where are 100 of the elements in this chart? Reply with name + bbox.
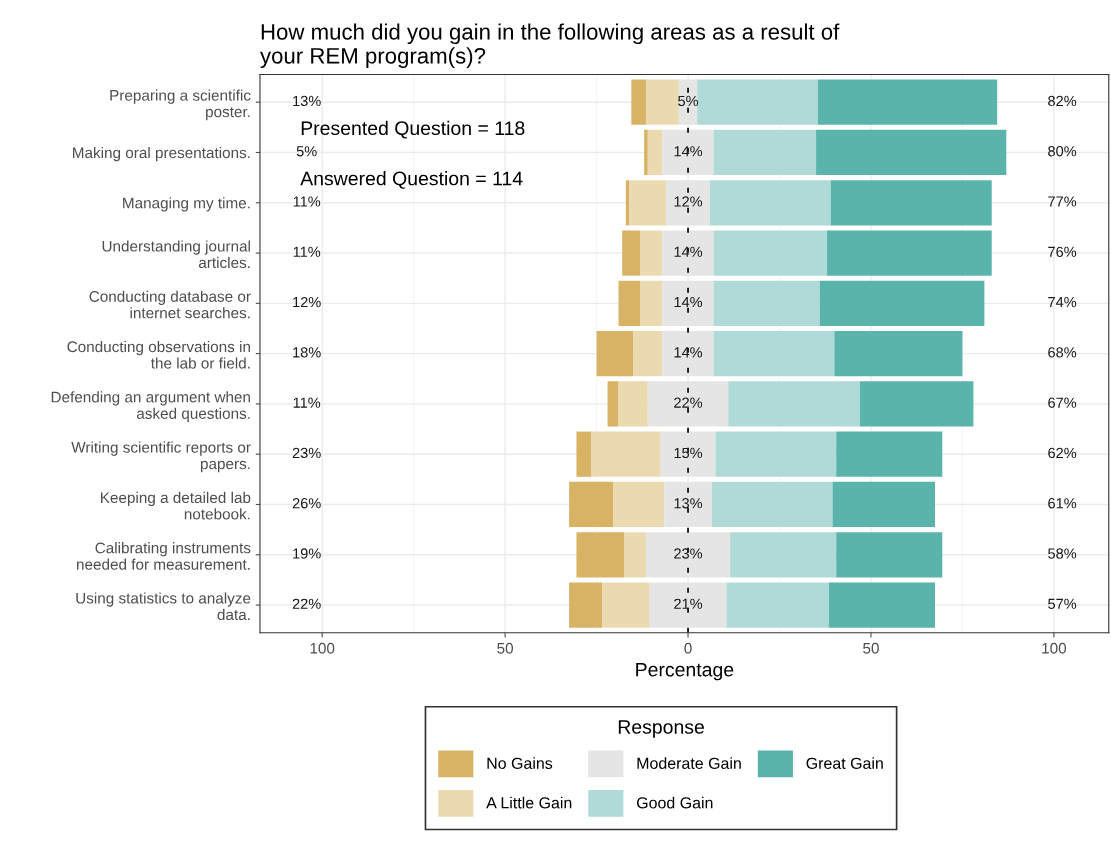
annotation: 26% <box>292 498 321 509</box>
x-tick-label: 0 <box>684 642 692 654</box>
y-tick-label: Preparing a scientific poster. <box>110 89 251 121</box>
data-label: 14% <box>674 296 703 308</box>
y-tick-label: Writing scientific reports or papers. <box>71 441 251 473</box>
bar <box>607 381 619 427</box>
data-label: 5% <box>678 95 699 107</box>
bar <box>569 582 603 628</box>
x-axis-title: Percentage <box>636 662 734 681</box>
bar <box>569 481 614 528</box>
bar <box>596 330 634 377</box>
legend-label: No Gains <box>487 757 553 769</box>
annotation: 11% <box>293 397 321 408</box>
bar <box>618 381 648 427</box>
annotation: 74% <box>1048 296 1077 308</box>
bar <box>730 532 837 578</box>
annotation: 12% <box>293 296 321 308</box>
bar <box>726 582 829 628</box>
bar <box>591 431 661 477</box>
bar <box>613 481 665 528</box>
x-tick-label: 100 <box>1042 642 1067 654</box>
bar <box>819 280 985 326</box>
annotation: 11% <box>293 196 321 207</box>
legend-title: Response <box>618 720 704 738</box>
data-label: 23% <box>674 548 703 559</box>
annotation: 68% <box>1048 347 1077 358</box>
bar <box>834 330 963 377</box>
y-tick-label: Managing my time. <box>123 197 250 212</box>
annotation: 76% <box>1048 246 1077 257</box>
y-tick-label: Understanding journal articles. <box>102 240 250 269</box>
bar <box>711 481 833 528</box>
annotation: 22% <box>292 598 321 609</box>
bar <box>645 79 679 125</box>
bar <box>713 330 835 377</box>
annotation: 58% <box>1048 548 1077 559</box>
x-tick-label: 50 <box>497 642 513 654</box>
bar <box>633 330 663 377</box>
annotation: 5% <box>296 146 317 157</box>
y-tick-label: Making oral presentations. <box>73 146 250 162</box>
annotation: 61% <box>1048 498 1077 509</box>
y-tick-label: Conducting database or internet searches. <box>89 290 251 319</box>
annotation: 19% <box>293 548 321 559</box>
legend-label: Great Gain <box>806 757 883 769</box>
bar <box>832 481 935 528</box>
bar <box>836 532 943 578</box>
annotation: Answered Question = 114 <box>300 171 523 189</box>
annotation: 80% <box>1048 146 1077 157</box>
data-label: 14% <box>674 246 703 257</box>
bar <box>828 582 935 628</box>
bar <box>816 129 1007 176</box>
bar <box>836 431 943 477</box>
bar <box>576 532 625 578</box>
x-tick-label: 100 <box>310 642 335 654</box>
legend-label: A Little Gain <box>486 796 572 809</box>
bar <box>817 79 998 125</box>
bar <box>830 180 992 226</box>
y-tick-label: Calibrating instruments needed for measurement. <box>77 542 251 570</box>
annotation: 77% <box>1048 196 1077 207</box>
bar <box>640 230 663 276</box>
annotation: 67% <box>1048 397 1077 408</box>
annotation: Presented Question = 118 <box>301 120 525 139</box>
bar <box>624 532 646 578</box>
y-tick-label: Conducting observations in the lab or field. <box>67 340 250 369</box>
bar <box>728 381 860 427</box>
bar <box>713 280 820 326</box>
legend-label: Moderate Gain <box>637 757 741 769</box>
annotation: 57% <box>1048 598 1077 609</box>
chart-title: How much did you gain in the following areas as a result of your REM program(s)? <box>260 23 840 69</box>
bar <box>859 381 974 427</box>
data-label: 12% <box>674 196 703 207</box>
annotation: 18% <box>293 347 321 358</box>
bar <box>618 280 641 326</box>
annotation: 11% <box>293 246 321 257</box>
bar <box>647 129 663 176</box>
bar <box>709 180 831 226</box>
bar <box>827 230 992 276</box>
bar <box>622 230 641 276</box>
y-tick-label: Defending an argument when asked questions. <box>51 391 250 422</box>
data-label: 14% <box>674 347 703 358</box>
bar <box>713 129 817 176</box>
bar <box>629 180 667 226</box>
annotation: 82% <box>1048 95 1077 107</box>
bar <box>644 129 648 176</box>
data-label: 15% <box>674 447 703 459</box>
bar <box>631 79 646 125</box>
y-tick-label: Keeping a detailed lab notebook. <box>101 491 251 520</box>
y-tick-label: Using statistics to analyze data. <box>76 592 251 621</box>
bar <box>576 431 592 477</box>
data-label: 14% <box>674 146 703 157</box>
annotation: 23% <box>292 447 321 459</box>
legend-label: Good Gain <box>636 796 713 809</box>
bar <box>713 230 828 276</box>
data-label: 22% <box>674 397 703 408</box>
annotation: 62% <box>1048 447 1077 459</box>
bar <box>602 582 650 628</box>
data-label: 21% <box>674 598 703 609</box>
annotation: 13% <box>293 95 321 107</box>
bar <box>697 79 818 125</box>
x-tick-label: 50 <box>863 642 879 654</box>
bar <box>715 431 837 477</box>
